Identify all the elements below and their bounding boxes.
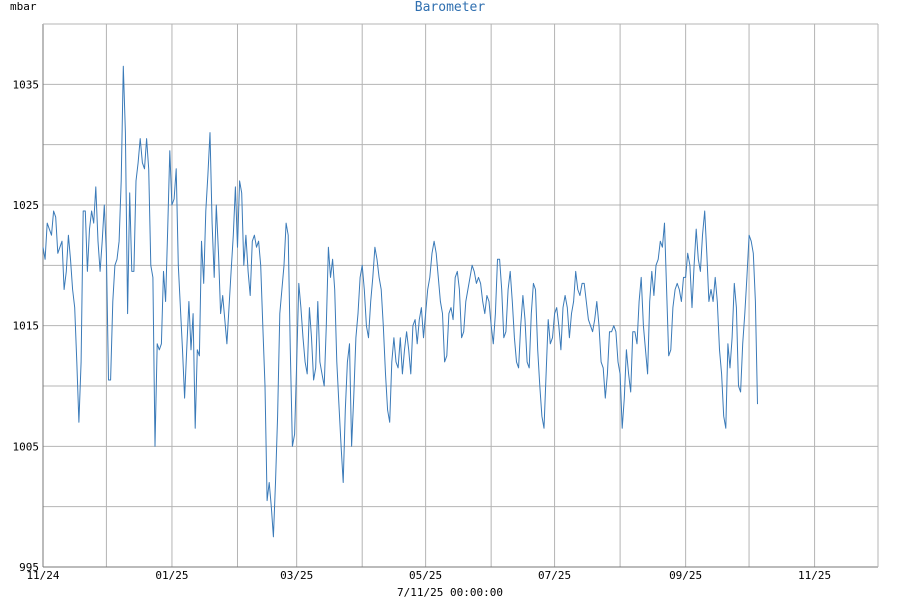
y-tick-label: 1035 xyxy=(13,78,40,91)
data-series xyxy=(42,65,758,538)
x-tick-label: 05/25 xyxy=(409,569,442,582)
x-tick-label: 09/25 xyxy=(669,569,702,582)
y-tick-label: 1005 xyxy=(13,440,40,453)
y-tick-label: 995 xyxy=(19,561,39,574)
y-axis-unit: mbar xyxy=(10,0,37,13)
y-tick-label: 1015 xyxy=(13,320,40,333)
x-tick-label: 03/25 xyxy=(280,569,313,582)
x-tick-label: 11/25 xyxy=(798,569,831,582)
plot-frame xyxy=(42,23,879,568)
x-tick-label: 07/25 xyxy=(538,569,571,582)
y-tick-label: 1025 xyxy=(13,199,40,212)
barometer-line xyxy=(42,65,758,538)
tick-labels: 995 1005 1015 1025 1035 11/24 01/25 03/25 05/25 0… xyxy=(13,78,832,582)
grid-lines xyxy=(43,23,878,568)
x-tick-label: 11/24 xyxy=(26,569,59,582)
x-tick-label: 01/25 xyxy=(155,569,188,582)
chart-footer-timestamp: 7/11/25 00:00:00 xyxy=(397,586,503,599)
chart-title: Barometer xyxy=(415,0,486,15)
